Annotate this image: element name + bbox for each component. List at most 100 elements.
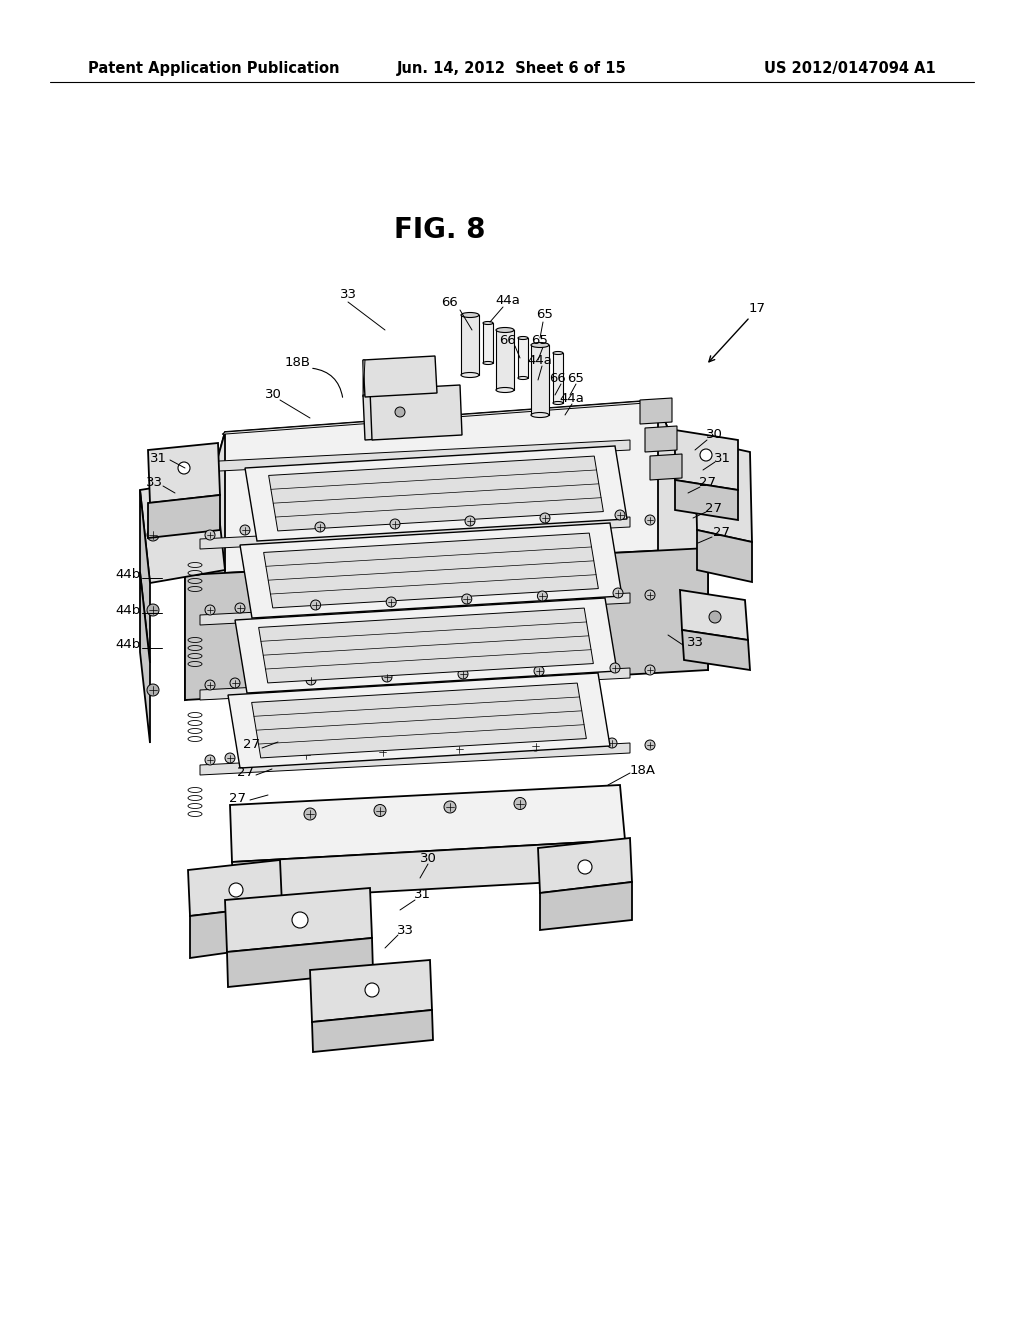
Polygon shape xyxy=(461,315,479,375)
Circle shape xyxy=(607,738,617,748)
Circle shape xyxy=(645,741,655,750)
Circle shape xyxy=(365,983,379,997)
Polygon shape xyxy=(680,590,748,640)
Polygon shape xyxy=(650,454,682,480)
Text: US 2012/0147094 A1: US 2012/0147094 A1 xyxy=(764,61,936,75)
Text: 44a: 44a xyxy=(496,293,520,306)
Ellipse shape xyxy=(518,376,528,380)
Polygon shape xyxy=(658,400,708,671)
Text: 66: 66 xyxy=(550,371,566,384)
Polygon shape xyxy=(140,490,150,663)
Circle shape xyxy=(147,605,159,616)
Polygon shape xyxy=(185,548,708,700)
Polygon shape xyxy=(362,360,365,397)
Circle shape xyxy=(304,808,316,820)
Polygon shape xyxy=(263,533,598,609)
Circle shape xyxy=(534,667,544,676)
Text: 44a: 44a xyxy=(559,392,585,404)
Polygon shape xyxy=(232,840,627,900)
Text: 27: 27 xyxy=(244,738,260,751)
Ellipse shape xyxy=(461,313,479,318)
Polygon shape xyxy=(185,400,708,576)
Text: 44b: 44b xyxy=(116,603,140,616)
Circle shape xyxy=(613,587,623,598)
Circle shape xyxy=(462,594,472,605)
Polygon shape xyxy=(140,572,150,743)
Text: 31: 31 xyxy=(414,888,430,902)
Circle shape xyxy=(205,605,215,615)
Polygon shape xyxy=(185,432,225,700)
Polygon shape xyxy=(538,838,632,894)
Text: 27: 27 xyxy=(229,792,247,804)
Ellipse shape xyxy=(496,388,514,392)
Polygon shape xyxy=(312,1010,433,1052)
Polygon shape xyxy=(240,523,622,618)
Circle shape xyxy=(390,519,400,529)
Circle shape xyxy=(455,744,464,754)
Ellipse shape xyxy=(531,342,549,347)
Polygon shape xyxy=(230,785,625,862)
Text: 33: 33 xyxy=(686,635,703,648)
Text: 65: 65 xyxy=(567,371,585,384)
Polygon shape xyxy=(675,430,738,490)
Circle shape xyxy=(645,515,655,525)
Polygon shape xyxy=(695,440,752,543)
Circle shape xyxy=(578,861,592,874)
Polygon shape xyxy=(200,668,630,700)
Circle shape xyxy=(540,513,550,523)
Circle shape xyxy=(301,750,311,760)
Text: 18B: 18B xyxy=(285,355,311,368)
Text: 17: 17 xyxy=(749,301,766,314)
Polygon shape xyxy=(227,939,373,987)
Polygon shape xyxy=(225,888,372,952)
Text: 33: 33 xyxy=(396,924,414,936)
Polygon shape xyxy=(234,598,617,693)
Circle shape xyxy=(610,663,620,673)
Polygon shape xyxy=(518,338,528,378)
Text: 65: 65 xyxy=(531,334,549,346)
Ellipse shape xyxy=(461,372,479,378)
Text: 44a: 44a xyxy=(527,354,552,367)
Text: 31: 31 xyxy=(714,451,730,465)
Polygon shape xyxy=(140,478,225,583)
Text: 30: 30 xyxy=(706,429,723,441)
Circle shape xyxy=(205,680,215,690)
Circle shape xyxy=(615,510,625,520)
Circle shape xyxy=(315,521,325,532)
Text: 33: 33 xyxy=(145,477,163,490)
Ellipse shape xyxy=(531,412,549,417)
Ellipse shape xyxy=(496,327,514,333)
Text: 27: 27 xyxy=(238,766,255,779)
Circle shape xyxy=(205,755,215,766)
Polygon shape xyxy=(362,356,437,397)
Ellipse shape xyxy=(483,362,493,364)
Ellipse shape xyxy=(553,351,563,355)
Circle shape xyxy=(225,752,234,763)
Circle shape xyxy=(382,672,392,682)
Circle shape xyxy=(530,741,541,751)
Polygon shape xyxy=(200,440,630,473)
Text: 27: 27 xyxy=(699,477,717,490)
Polygon shape xyxy=(268,457,603,531)
Text: Patent Application Publication: Patent Application Publication xyxy=(88,61,340,75)
Text: 66: 66 xyxy=(500,334,516,346)
Polygon shape xyxy=(483,323,493,363)
Circle shape xyxy=(178,462,190,474)
Circle shape xyxy=(378,747,388,756)
Ellipse shape xyxy=(553,401,563,404)
Circle shape xyxy=(717,441,727,451)
Polygon shape xyxy=(148,444,220,503)
Polygon shape xyxy=(228,673,610,768)
Circle shape xyxy=(645,590,655,601)
Polygon shape xyxy=(682,630,750,671)
Polygon shape xyxy=(200,517,630,549)
Circle shape xyxy=(538,591,548,601)
Circle shape xyxy=(147,684,159,696)
Polygon shape xyxy=(531,345,549,414)
Text: FIG. 8: FIG. 8 xyxy=(394,216,485,244)
Circle shape xyxy=(147,529,159,541)
Polygon shape xyxy=(675,480,738,520)
Ellipse shape xyxy=(518,337,528,339)
FancyArrowPatch shape xyxy=(312,368,343,397)
Text: 30: 30 xyxy=(264,388,282,401)
